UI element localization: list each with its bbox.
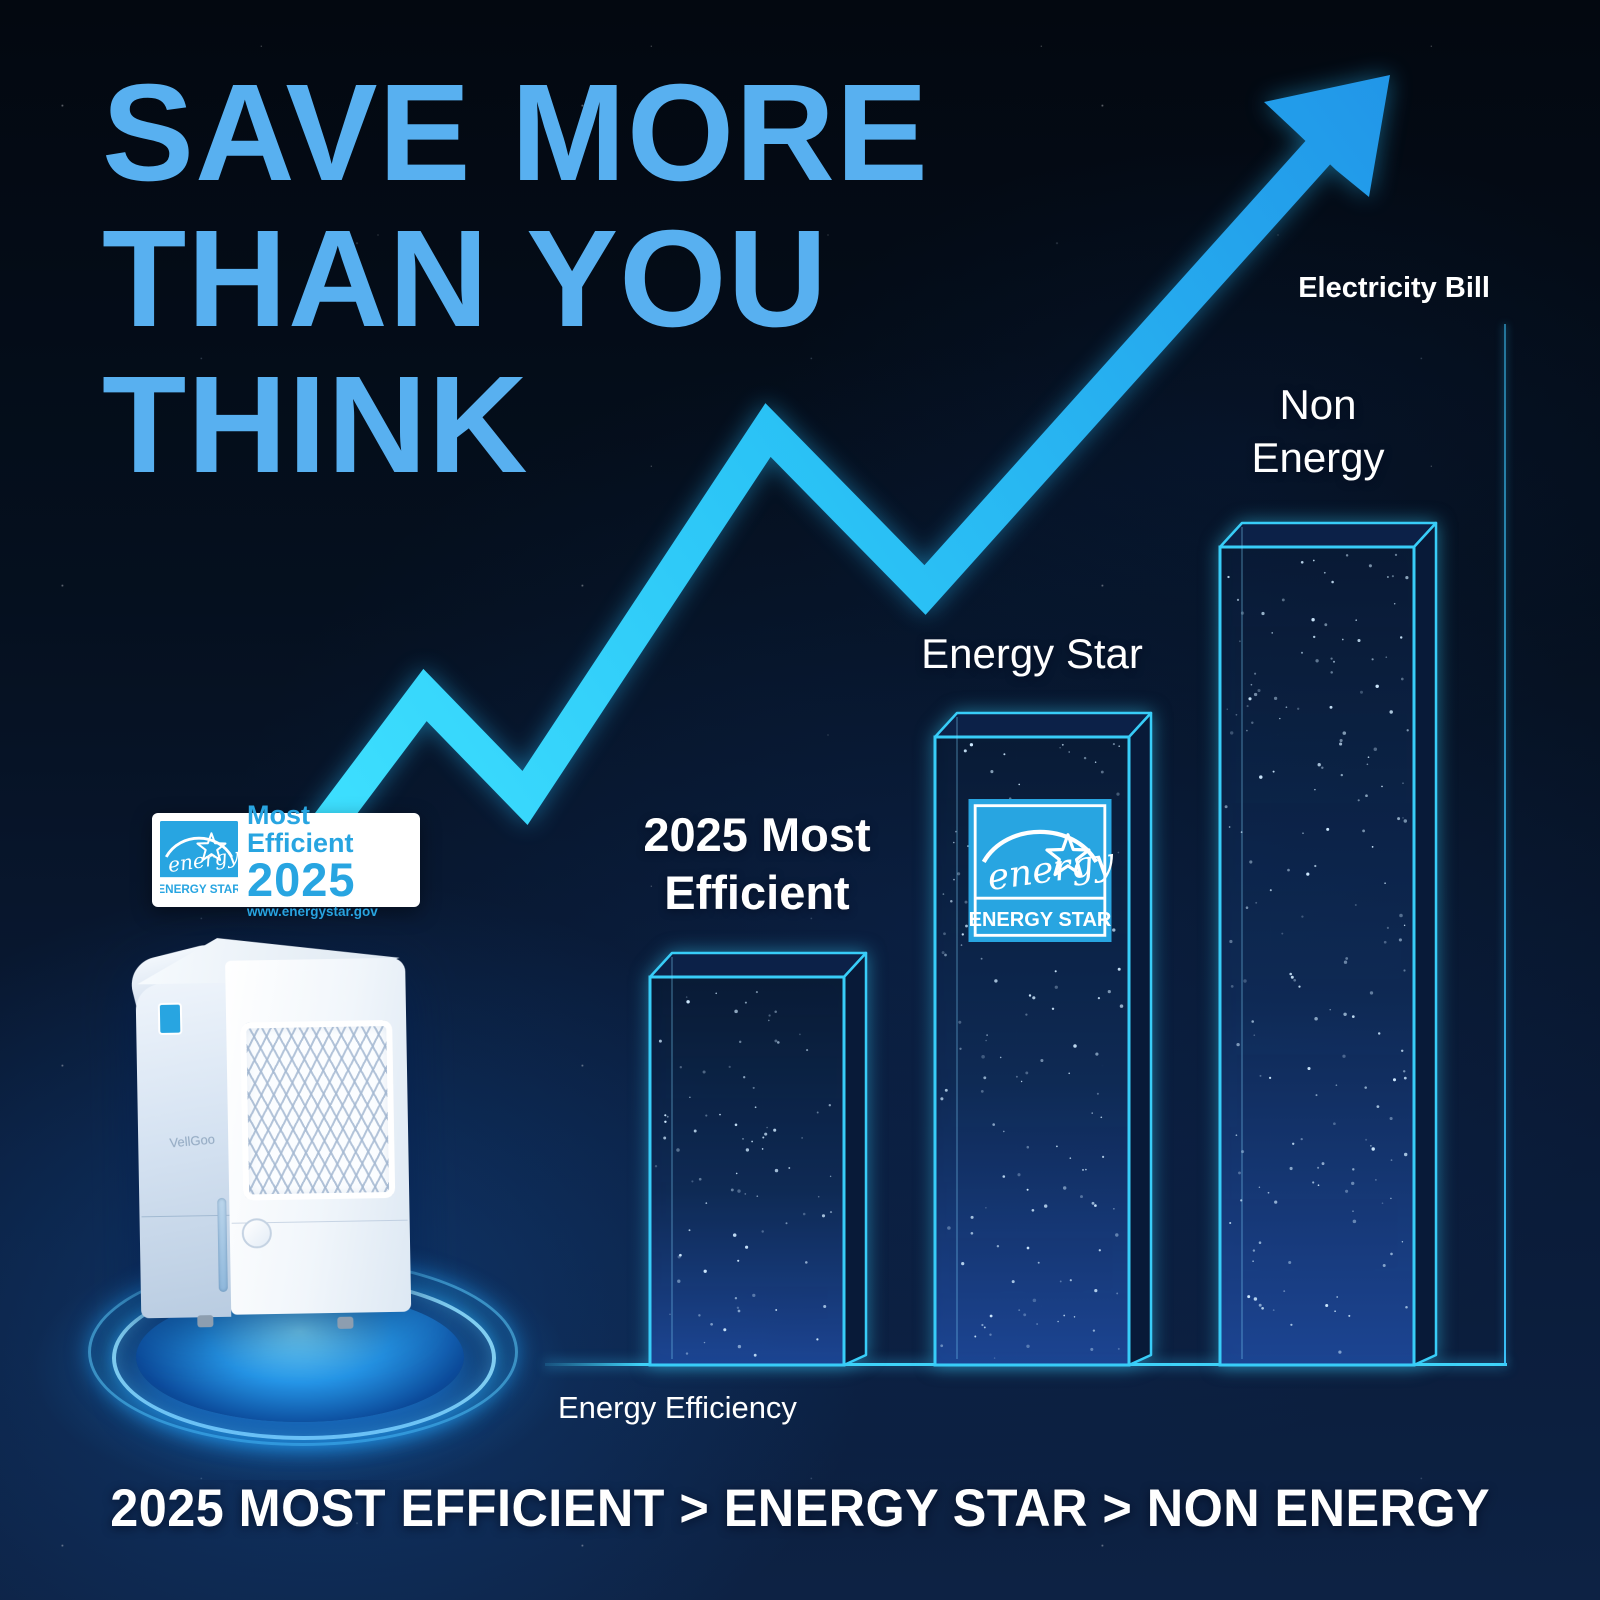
energy-star-logo: energy ENERGY STAR bbox=[968, 799, 1113, 942]
energy-star-logo: energy ENERGY STAR bbox=[160, 821, 238, 899]
arrow-head bbox=[1264, 75, 1390, 197]
arrow-zigzag-shaft bbox=[281, 136, 1335, 879]
bar-label-line: Efficient bbox=[664, 866, 850, 919]
energy-star-star-icon bbox=[196, 832, 227, 862]
energy-star-caption: ENERGY STAR bbox=[969, 909, 1112, 931]
bar-label-line: Energy bbox=[1251, 434, 1385, 481]
badge-text: Most Efficient 2025 www.energystar.gov bbox=[247, 801, 412, 919]
y-axis-line bbox=[1504, 324, 1506, 1365]
badge-year: 2025 bbox=[247, 852, 356, 906]
bar-label-line: 2025 Most bbox=[643, 808, 871, 861]
headline-line-3: THINK bbox=[102, 348, 529, 502]
caster-wheel bbox=[337, 1316, 354, 1329]
energy-star-arc bbox=[165, 836, 233, 858]
bar-label-energy-star: Energy Star bbox=[901, 630, 1163, 678]
badge-website: www.energystar.gov bbox=[247, 904, 378, 920]
energy-star-caption: ENERGY STAR bbox=[160, 883, 238, 896]
badge-title: Most Efficient bbox=[247, 799, 354, 859]
bar-label-non-energy: Non Energy bbox=[1187, 378, 1449, 484]
y-axis-label: Electricity Bill bbox=[1298, 272, 1490, 304]
bar-label-line: Energy Star bbox=[921, 630, 1143, 677]
bar-2025-most-efficient bbox=[648, 951, 868, 1367]
caster-wheel bbox=[197, 1315, 214, 1328]
bar-label-line: Non bbox=[1279, 381, 1357, 428]
bottom-tagline: 2025 MOST EFFICIENT > ENERGY STAR > NON … bbox=[0, 1478, 1600, 1539]
x-axis-label: Energy Efficiency bbox=[558, 1390, 797, 1425]
energy-star-sticker bbox=[159, 1004, 181, 1033]
headline-line-2: THAN YOU bbox=[102, 202, 829, 356]
dehumidifier: VellGoo bbox=[125, 924, 413, 1333]
bottom-tagline-text: 2025 MOST EFFICIENT > ENERGY STAR > NON … bbox=[110, 1479, 1490, 1538]
air-grille bbox=[240, 1019, 396, 1201]
energy-star-most-efficient-badge: energy ENERGY STAR Most Efficient 2025 w… bbox=[152, 801, 420, 919]
headline-line-1: SAVE MORE bbox=[102, 56, 929, 210]
energy-star-star-icon bbox=[1045, 833, 1091, 877]
water-level-window bbox=[217, 1197, 228, 1292]
bar-non-energy bbox=[1218, 521, 1438, 1367]
headline: SAVE MORE THAN YOU THINK bbox=[102, 60, 929, 498]
dehumidifier-left-panel bbox=[135, 982, 232, 1319]
bar-label-2025-most-efficient: 2025 Most Efficient bbox=[577, 806, 937, 922]
